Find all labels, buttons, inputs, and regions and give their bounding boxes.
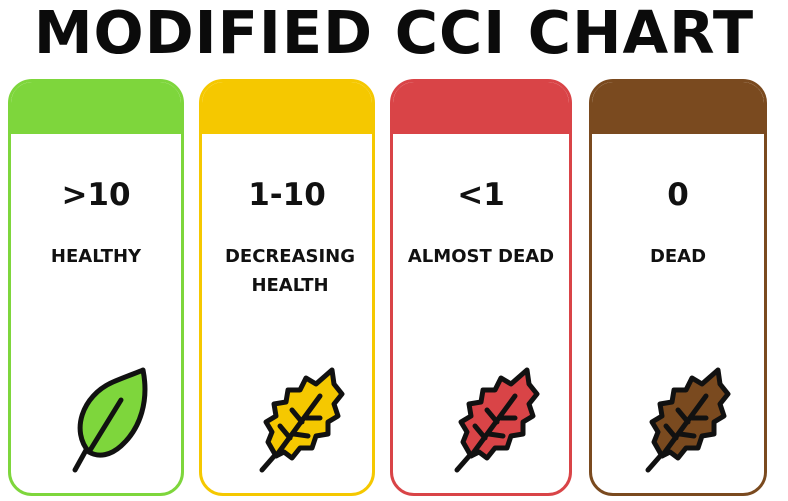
card-dead: 0 DEAD <box>589 79 767 496</box>
card-value: 1-10 <box>248 177 326 213</box>
card-header-band <box>592 82 764 134</box>
card-header-band <box>11 82 181 134</box>
card-healthy: >10 HEALTHY <box>8 79 184 496</box>
card-value: >10 <box>61 177 131 213</box>
almost-dead-leaf-icon <box>454 367 540 473</box>
card-label: ALMOST DEAD <box>407 246 555 267</box>
decreasing-leaf-icon <box>259 367 345 473</box>
card-header-band <box>393 82 569 134</box>
dead-leaf-icon <box>645 367 731 473</box>
card-almost-dead: <1 ALMOST DEAD <box>390 79 572 496</box>
card-header-band <box>202 82 372 134</box>
card-label: DEAD <box>649 246 707 267</box>
card-label: HEALTHY <box>50 246 142 267</box>
card-decreasing-health: 1-10 DECREASING HEALTH <box>199 79 375 496</box>
card-value: 0 <box>667 177 689 213</box>
card-label: DECREASING HEALTH <box>224 246 356 296</box>
card-value: <1 <box>457 177 505 213</box>
chart-title: MODIFIED CCI CHART <box>33 0 755 67</box>
healthy-leaf-icon <box>72 367 148 473</box>
